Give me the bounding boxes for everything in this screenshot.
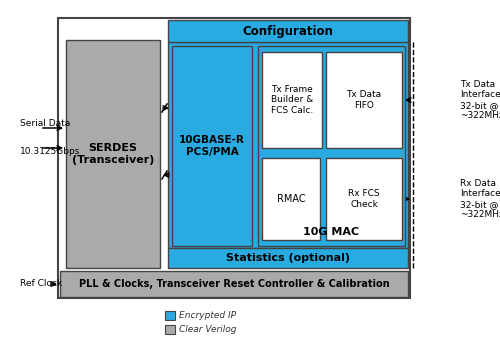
Text: Rx Data
Interface
32-bit @
~322MHz: Rx Data Interface 32-bit @ ~322MHz <box>460 179 500 219</box>
Text: RMAC: RMAC <box>276 194 306 204</box>
Text: Tx Data
Interface
32-bit @
~322MHz: Tx Data Interface 32-bit @ ~322MHz <box>460 80 500 120</box>
Text: Rx FCS
Check: Rx FCS Check <box>348 189 380 209</box>
Text: Clear Verilog: Clear Verilog <box>179 325 236 334</box>
Text: Statistics (optional): Statistics (optional) <box>226 253 350 263</box>
Bar <box>262 52 322 148</box>
Bar <box>60 271 408 297</box>
Bar <box>168 248 408 268</box>
Bar <box>262 158 320 240</box>
Bar <box>326 52 402 148</box>
Bar <box>165 325 175 334</box>
Bar <box>172 46 252 246</box>
Bar <box>66 40 160 268</box>
Text: Tx Data
FIFO: Tx Data FIFO <box>346 90 382 110</box>
Text: 10GBASE-R
PCS/PMA: 10GBASE-R PCS/PMA <box>179 135 245 157</box>
Bar <box>326 158 402 240</box>
Bar <box>165 311 175 320</box>
Bar <box>58 18 410 298</box>
Text: SERDES
(Transceiver): SERDES (Transceiver) <box>72 143 154 165</box>
Bar <box>168 20 408 42</box>
Text: PLL & Clocks, Transceiver Reset Controller & Calibration: PLL & Clocks, Transceiver Reset Controll… <box>78 279 390 289</box>
Text: 10.3125Gbps: 10.3125Gbps <box>20 147 80 157</box>
Text: Serial Data: Serial Data <box>20 120 70 129</box>
Text: Ref Clock: Ref Clock <box>20 279 62 289</box>
Bar <box>168 42 408 248</box>
Bar <box>258 46 405 246</box>
Text: Tx Frame
Builder &
FCS Calc.: Tx Frame Builder & FCS Calc. <box>271 85 313 115</box>
Text: 10G MAC: 10G MAC <box>304 227 360 237</box>
Text: Configuration: Configuration <box>242 24 334 38</box>
Text: Encrypted IP: Encrypted IP <box>179 311 236 320</box>
